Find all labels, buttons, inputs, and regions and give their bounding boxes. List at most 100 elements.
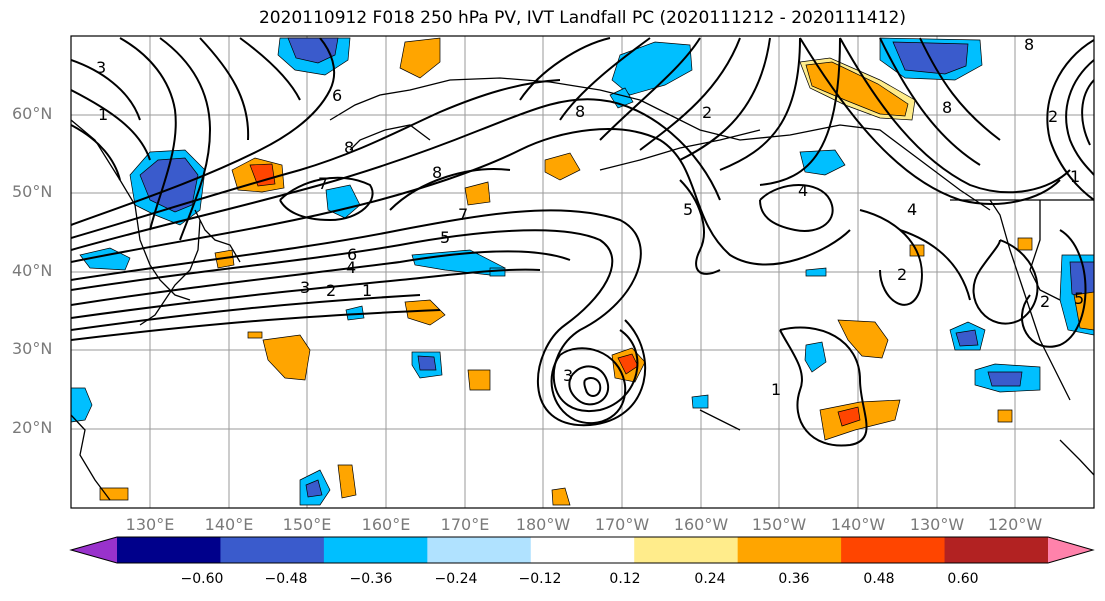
pv-positive-patch: [399, 37, 441, 79]
colorbar-tick-label: 0.12: [609, 571, 641, 587]
lat-label-40n: 40°N: [12, 261, 53, 280]
contour-label: 8: [344, 138, 354, 157]
colorbar-tick-label: −0.24: [434, 571, 478, 587]
colorbar-segment: [427, 537, 532, 563]
pv-positive-patch: [247, 331, 263, 339]
pv-positive-patch: [99, 487, 129, 501]
pv-shading: [71, 37, 1094, 506]
lon-label-180w: 180°W: [515, 515, 571, 534]
lon-label-170e: 170°E: [440, 515, 490, 534]
contour-label: 2: [702, 103, 712, 122]
contour-label: 7: [318, 174, 328, 193]
lon-label-150e: 150°E: [282, 515, 332, 534]
pv-negative-patch: [804, 341, 827, 373]
colorbar-outline: [69, 536, 1095, 564]
colorbar-segment: [841, 537, 946, 563]
contour-label: 2: [1048, 107, 1058, 126]
pv-positive-patch: [249, 163, 276, 187]
pv-positive-patch: [551, 487, 571, 506]
pv-negative-patch: [955, 329, 979, 347]
colorbar-segment: [737, 537, 842, 563]
figure-title: 2020110912 F018 250 hPa PV, IVT Landfall…: [258, 8, 906, 28]
contour-label: 5: [683, 200, 693, 219]
pv-positive-patch: [544, 152, 581, 181]
contour-label: 1: [1070, 167, 1080, 186]
gridlines: [71, 36, 1094, 508]
lon-label-130w: 130°W: [909, 515, 965, 534]
colorbar-tick-label: −0.36: [349, 571, 393, 587]
pv-negative-patch: [611, 41, 693, 96]
colorbar-tick-label: 0.60: [947, 571, 979, 587]
colorbar-tick-label: 0.36: [778, 571, 810, 587]
pv-contours: [71, 37, 1094, 447]
map-frame: [70, 35, 1095, 509]
contour-labels: 3 1 8 8 8 7 7 6 5 4 3 2 1 2 5 4 4 2 1 3 …: [96, 35, 1084, 399]
contour-label: 6: [332, 86, 342, 105]
lat-label-60n: 60°N: [12, 104, 53, 123]
contour-label: 8: [1024, 35, 1034, 54]
contour-label: 7: [458, 205, 468, 224]
lon-label-140e: 140°E: [204, 515, 254, 534]
colorbar-segment: [944, 537, 1049, 563]
colorbar: [69, 536, 1095, 564]
contour-label: 1: [362, 281, 372, 300]
contour-label: 8: [575, 102, 585, 121]
colorbar-extend-min: [71, 537, 117, 563]
pv-positive-patch: [837, 406, 861, 427]
pv-positive-patch: [464, 181, 491, 206]
contour-label: 4: [907, 200, 917, 219]
colorbar-tick-label: 0.48: [863, 571, 895, 587]
pv-negative-patch: [1069, 261, 1094, 301]
pv-positive-patch: [1017, 237, 1033, 251]
contour-label: 6: [347, 245, 357, 264]
coastlines: [71, 77, 1094, 501]
pv-positive-patch: [404, 299, 446, 326]
contour-label: 3: [563, 366, 573, 385]
colorbar-segment: [634, 537, 739, 563]
colorbar-tick-label: −0.60: [180, 571, 224, 587]
pv-positive-patch: [337, 464, 357, 499]
contour-label: 8: [942, 98, 952, 117]
lon-label-160e: 160°E: [361, 515, 411, 534]
lon-label-140w: 140°W: [830, 515, 886, 534]
pv-positive-patch: [837, 319, 889, 359]
pv-negative-patch: [489, 267, 506, 277]
pv-negative-patch: [345, 305, 365, 321]
pv-negative-patch: [691, 394, 709, 409]
lon-label-160w: 160°W: [673, 515, 729, 534]
pv-negative-patch: [71, 387, 93, 423]
lon-label-170w: 170°W: [594, 515, 650, 534]
pv-positive-patch: [805, 61, 909, 117]
lat-label-50n: 50°N: [12, 182, 53, 201]
contour-label: 2: [1040, 292, 1050, 311]
colorbar-tick-label: −0.48: [264, 571, 308, 587]
pv-negative-patch: [139, 157, 199, 213]
colorbar-tick-label: 0.24: [694, 571, 726, 587]
contour-label: 8: [432, 163, 442, 182]
pv-negative-patch: [987, 371, 1023, 387]
lon-label-130e: 130°E: [125, 515, 175, 534]
contour-label: 4: [346, 258, 356, 277]
pv-positive-patch: [262, 334, 311, 381]
contour-label: 3: [300, 278, 310, 297]
contour-label: 2: [897, 265, 907, 284]
lat-label-30n: 30°N: [12, 339, 53, 358]
pv-positive-patch: [467, 369, 491, 391]
contour-label: 1: [98, 105, 108, 124]
contour-label: 2: [326, 281, 336, 300]
pv-negative-patch: [805, 267, 827, 277]
colorbar-tick-label: −0.12: [518, 571, 562, 587]
colorbar-segment: [530, 537, 635, 563]
pv-positive-patch: [997, 409, 1013, 423]
contour-label: 3: [96, 58, 106, 77]
lon-label-120w: 120°W: [987, 515, 1043, 534]
pv-negative-patch: [417, 355, 437, 371]
pv-negative-patch: [325, 184, 361, 219]
pv-negative-patch: [305, 479, 323, 498]
colorbar-segment: [220, 537, 325, 563]
colorbar-segment: [323, 537, 428, 563]
colorbar-extend-max: [1048, 537, 1093, 563]
lon-label-150w: 150°W: [751, 515, 807, 534]
lat-label-20n: 20°N: [12, 418, 53, 437]
